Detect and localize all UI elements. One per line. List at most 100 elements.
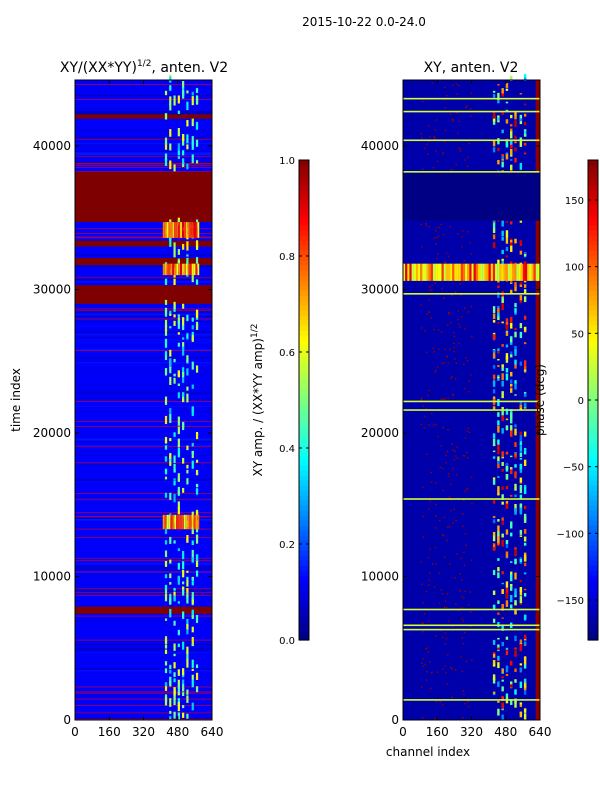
right-phase-speckle [461, 617, 463, 620]
right-phase-speckle [445, 672, 447, 674]
left-bright-column-cell [169, 103, 172, 111]
right-bright-column-cell [514, 548, 517, 555]
colorbar-segment [299, 615, 309, 621]
left-bright-column-cell [177, 392, 180, 399]
left-bright-column-cell [164, 683, 168, 691]
colorbar-segment [588, 635, 598, 641]
right-phase-speckle [425, 222, 427, 225]
right-bright-column-cell [497, 644, 500, 649]
right-bright-column-cell [519, 140, 523, 147]
right-phase-speckle [454, 576, 457, 579]
right-bright-column-cell [501, 469, 504, 472]
colorbar-segment [299, 365, 309, 371]
right-bright-column-cell [501, 303, 504, 311]
right-bright-column-cell [505, 636, 509, 640]
left-heatmap-stripe [75, 650, 212, 651]
right-hot-band-cell [447, 263, 451, 281]
colorbar-segment [299, 430, 309, 436]
left-heatmap-stripe [75, 454, 212, 456]
left-heatmap-stripe [75, 389, 212, 391]
left-bright-column-cell [169, 559, 172, 564]
left-heatmap-stripe [75, 312, 212, 314]
left-heatmap-stripe [75, 669, 212, 671]
right-hot-band-cell [452, 263, 455, 281]
right-phase-speckle [466, 360, 469, 362]
right-bright-column-cell [514, 508, 517, 515]
right-bright-column-cell [497, 456, 500, 464]
right-bright-column-cell [505, 588, 509, 594]
right-phase-speckle [444, 665, 447, 667]
left-bright-column-cell [182, 243, 185, 250]
right-bright-column-cell [510, 339, 513, 343]
right-bright-column-cell [501, 604, 504, 611]
left-bright-column-cell [182, 337, 185, 340]
left-bright-column-cell [177, 128, 180, 137]
left-bright-column-cell [182, 90, 185, 96]
right-bright-column-cell [514, 380, 517, 384]
right-bright-column-cell [497, 486, 500, 490]
right-phase-speckle [442, 489, 444, 492]
right-phase-speckle [455, 474, 458, 476]
right-bright-column-cell [510, 418, 513, 424]
right-edge-column [535, 80, 540, 720]
right-bright-column-cell [497, 399, 500, 406]
right-bright-column-cell [523, 593, 527, 597]
left-bright-region-cell [185, 222, 188, 238]
colorbar-tick-label: 150 [565, 196, 584, 207]
right-bright-column-cell [523, 77, 527, 81]
right-phase-speckle [444, 129, 447, 132]
right-bright-column-cell [510, 131, 513, 139]
right-bright-column-cell [497, 600, 500, 604]
left-heatmap-flag-line [75, 571, 212, 573]
left-heatmap-flag-line [75, 237, 212, 239]
left-bright-column-cell [186, 393, 189, 403]
right-bright-line [403, 110, 540, 113]
left-bright-column-cell [173, 320, 176, 326]
right-phase-speckle [458, 120, 461, 123]
right-bright-column-cell [497, 460, 500, 464]
left-bright-column-cell [191, 549, 194, 557]
right-phase-speckle [441, 534, 444, 536]
right-bright-column-cell [519, 529, 523, 535]
right-phase-speckle [458, 609, 460, 612]
left-bright-column-cell [195, 365, 199, 373]
colorbar-segment [299, 275, 309, 281]
left-bright-column-cell [169, 85, 172, 91]
right-bright-column-cell [523, 284, 527, 288]
right-bright-column-cell [523, 129, 527, 132]
left-bright-column-cell [191, 530, 194, 535]
left-bright-column-cell [173, 463, 176, 473]
right-phase-speckle [434, 138, 436, 141]
right-phase-speckle [434, 136, 436, 139]
right-phase-speckle [431, 563, 434, 565]
left-bright-column-cell [191, 577, 194, 582]
right-phase-speckle [437, 435, 439, 438]
left-heatmap-stripe [75, 668, 212, 671]
right-bright-line [403, 624, 540, 627]
right-bright-column-cell [523, 528, 527, 534]
colorbar-segment [588, 495, 598, 501]
left-bright-column-cell [191, 136, 194, 146]
left-bright-column-cell [173, 432, 176, 437]
left-bright-column-cell [177, 342, 180, 347]
colorbar-segment [299, 205, 309, 211]
right-phase-speckle [464, 328, 466, 330]
right-phase-speckle [467, 487, 469, 490]
right-bright-column-cell [497, 493, 500, 495]
colorbar-segment [588, 220, 598, 226]
left-bright-region-cell [174, 514, 177, 530]
right-phase-speckle [467, 705, 470, 708]
colorbar-segment [299, 435, 309, 441]
right-bright-column-cell [519, 586, 523, 593]
right-bright-column-cell [510, 128, 513, 133]
right-bright-column-cell [519, 464, 523, 470]
left-heatmap-stripe [75, 339, 212, 341]
left-bright-column-cell [173, 248, 176, 258]
right-bright-column-cell [505, 358, 509, 363]
right-phase-speckle [469, 115, 472, 117]
left-bright-column-cell [177, 332, 180, 335]
left-heatmap-stripe [75, 388, 212, 390]
colorbar-segment [299, 335, 309, 341]
left-bright-region-cell [187, 222, 190, 238]
right-hot-band-cell [426, 263, 429, 281]
